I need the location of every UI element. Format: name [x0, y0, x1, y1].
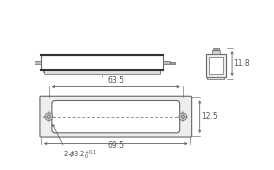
Bar — [170, 62, 175, 64]
Bar — [44, 70, 160, 74]
Circle shape — [45, 113, 53, 121]
Text: 63.5: 63.5 — [107, 76, 124, 85]
FancyBboxPatch shape — [40, 96, 192, 137]
Circle shape — [179, 113, 187, 121]
Bar — [33, 61, 41, 64]
Bar — [206, 54, 226, 77]
Bar — [207, 77, 224, 79]
Bar — [41, 55, 163, 70]
Bar — [209, 57, 223, 74]
Text: 2-$\phi$3.2$^{+0.1}_{0}$: 2-$\phi$3.2$^{+0.1}_{0}$ — [63, 148, 97, 162]
Circle shape — [181, 115, 184, 118]
Bar — [213, 48, 219, 50]
Bar — [163, 61, 170, 64]
Text: 11.8: 11.8 — [234, 59, 250, 68]
Bar — [212, 50, 220, 54]
Text: 69.5: 69.5 — [107, 141, 124, 150]
Bar — [43, 70, 161, 72]
Circle shape — [47, 115, 50, 118]
Text: 12.5: 12.5 — [201, 112, 218, 121]
Bar — [29, 62, 33, 64]
FancyBboxPatch shape — [52, 100, 180, 133]
